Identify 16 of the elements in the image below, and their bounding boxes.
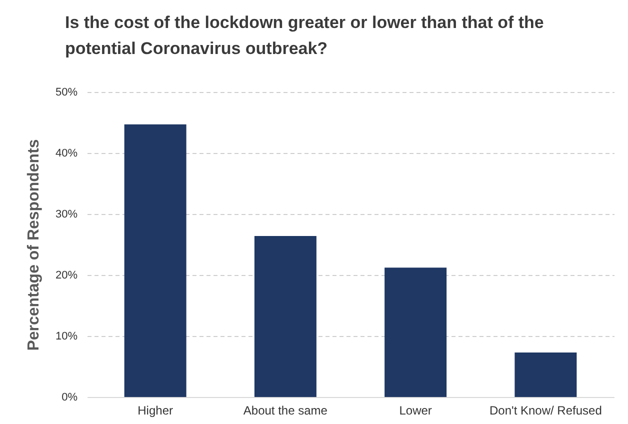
x-tick-label: Higher	[138, 404, 173, 418]
y-tick-label: 50%	[55, 86, 78, 98]
y-tick-label: 40%	[55, 148, 78, 160]
x-tick-label: Don't Know/ Refused	[490, 404, 602, 418]
bar	[124, 124, 186, 397]
y-axis-title: Percentage of Respondents	[25, 139, 42, 351]
bar	[514, 352, 577, 397]
y-tick-label: 0%	[62, 392, 78, 404]
x-tick-label: About the same	[243, 404, 328, 418]
y-tick-label: 10%	[55, 330, 78, 342]
y-tick-label: 30%	[55, 208, 78, 220]
chart-title: Is the cost of the lockdown greater or lower than that of the potential Coronavirus outbreak?	[64, 13, 544, 58]
bar	[254, 236, 316, 397]
bar	[384, 268, 447, 397]
x-tick-label: Lower	[399, 404, 432, 418]
y-tick-label: 20%	[55, 270, 78, 282]
